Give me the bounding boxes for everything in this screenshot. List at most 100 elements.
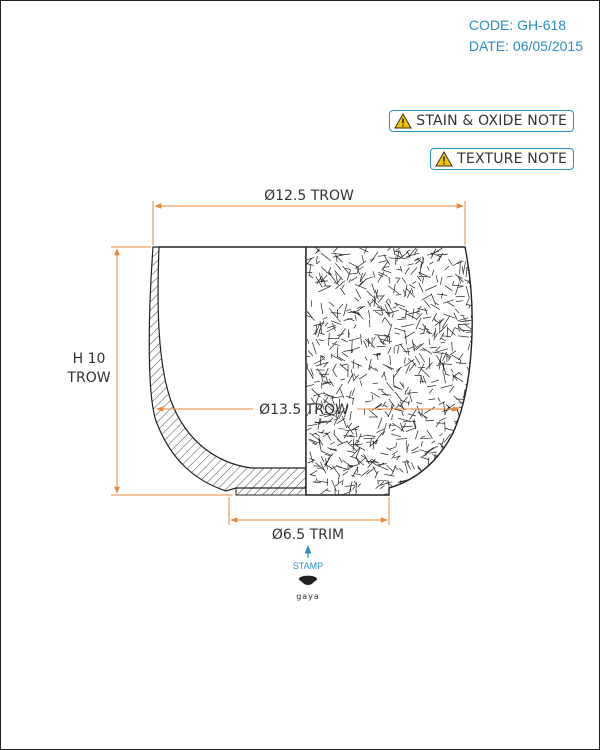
texture-stroke xyxy=(467,468,473,478)
texture-stroke xyxy=(415,259,421,265)
texture-stroke xyxy=(386,465,395,473)
texture-stroke xyxy=(468,343,470,350)
texture-stroke xyxy=(446,353,452,358)
texture-stroke xyxy=(386,447,392,451)
texture-stroke xyxy=(355,288,362,299)
texture-stroke xyxy=(331,322,336,331)
texture-stroke xyxy=(436,348,448,353)
texture-stroke xyxy=(459,262,461,275)
texture-stroke xyxy=(435,421,441,428)
texture-stroke xyxy=(436,364,442,367)
texture-stroke xyxy=(315,338,320,346)
texture-stroke xyxy=(411,462,415,470)
texture-stroke xyxy=(406,391,418,394)
texture-stroke xyxy=(357,364,359,369)
texture-stroke xyxy=(335,405,341,414)
texture-stroke xyxy=(365,276,373,280)
texture-stroke xyxy=(446,301,455,307)
texture-stroke xyxy=(321,274,328,282)
texture-stroke xyxy=(378,254,387,257)
dim-foot-width: Ø6.5 TRIM xyxy=(228,497,390,543)
texture-stroke xyxy=(354,297,360,302)
texture-stroke xyxy=(336,355,346,362)
texture-stroke xyxy=(306,262,314,266)
texture-stroke xyxy=(360,469,370,477)
texture-stroke xyxy=(318,286,331,293)
texture-note-button[interactable]: TEXTURE NOTE xyxy=(430,148,574,170)
texture-stroke xyxy=(396,278,400,284)
texture-stroke xyxy=(378,260,387,263)
texture-stroke xyxy=(377,465,389,471)
texture-stroke xyxy=(351,474,356,477)
texture-stroke xyxy=(395,256,397,265)
texture-stroke xyxy=(325,463,333,470)
texture-stroke xyxy=(346,308,351,312)
texture-note-label: TEXTURE NOTE xyxy=(457,151,567,167)
texture-stroke xyxy=(383,308,391,318)
texture-stroke xyxy=(443,313,456,319)
texture-stroke xyxy=(415,342,425,351)
texture-stroke xyxy=(395,486,403,490)
texture-stroke xyxy=(419,487,432,493)
texture-stroke xyxy=(347,422,352,429)
texture-stroke xyxy=(331,397,335,406)
texture-stroke xyxy=(443,433,451,443)
texture-stroke xyxy=(452,280,455,286)
texture-stroke xyxy=(377,417,383,429)
texture-stroke xyxy=(358,373,368,380)
texture-stroke xyxy=(367,300,372,307)
texture-stroke xyxy=(471,402,473,415)
texture-stroke xyxy=(423,415,428,420)
texture-stroke xyxy=(418,327,426,331)
texture-stroke xyxy=(335,280,346,290)
texture-stroke xyxy=(392,450,399,456)
texture-stroke xyxy=(429,261,434,265)
texture-stroke xyxy=(399,343,408,354)
texture-stroke xyxy=(445,487,455,495)
texture-stroke xyxy=(354,441,358,446)
texture-stroke xyxy=(449,471,453,477)
texture-stroke xyxy=(431,379,440,383)
texture-stroke xyxy=(368,365,377,371)
texture-stroke xyxy=(435,472,439,485)
texture-stroke xyxy=(399,265,403,272)
texture-stroke xyxy=(320,355,326,361)
texture-stroke xyxy=(430,293,437,306)
texture-stroke xyxy=(309,470,318,476)
texture-stroke xyxy=(396,438,408,440)
texture-stroke xyxy=(345,267,351,270)
texture-stroke xyxy=(433,328,437,341)
texture-stroke xyxy=(355,260,367,269)
texture-stroke xyxy=(377,271,388,277)
texture-stroke xyxy=(324,457,331,468)
texture-stroke xyxy=(338,456,343,463)
texture-stroke xyxy=(410,484,416,489)
texture-stroke xyxy=(318,320,325,332)
texture-stroke xyxy=(443,401,446,415)
texture-stroke xyxy=(410,267,418,275)
stain-oxide-note-button[interactable]: STAIN & OXIDE NOTE xyxy=(389,110,574,132)
texture-stroke xyxy=(454,283,460,296)
foot-width-label: Ø6.5 TRIM xyxy=(272,527,344,543)
texture-stroke xyxy=(328,308,336,316)
texture-stroke xyxy=(319,414,326,416)
texture-stroke xyxy=(351,349,354,354)
texture-stroke xyxy=(342,465,354,472)
texture-stroke xyxy=(333,418,339,421)
texture-stroke xyxy=(464,467,469,474)
texture-stroke xyxy=(405,386,409,392)
texture-stroke xyxy=(319,418,322,425)
texture-stroke xyxy=(430,252,434,257)
texture-stroke xyxy=(407,358,412,362)
texture-stroke xyxy=(332,363,337,371)
texture-stroke xyxy=(380,305,384,316)
texture-stroke xyxy=(452,284,464,287)
texture-stroke xyxy=(313,358,324,365)
texture-stroke xyxy=(452,260,462,267)
texture-stroke xyxy=(437,397,441,402)
texture-stroke xyxy=(374,470,379,479)
texture-stroke xyxy=(408,389,411,395)
texture-stroke xyxy=(428,398,436,401)
texture-stroke xyxy=(448,467,461,472)
foot-ring-section xyxy=(235,487,307,496)
